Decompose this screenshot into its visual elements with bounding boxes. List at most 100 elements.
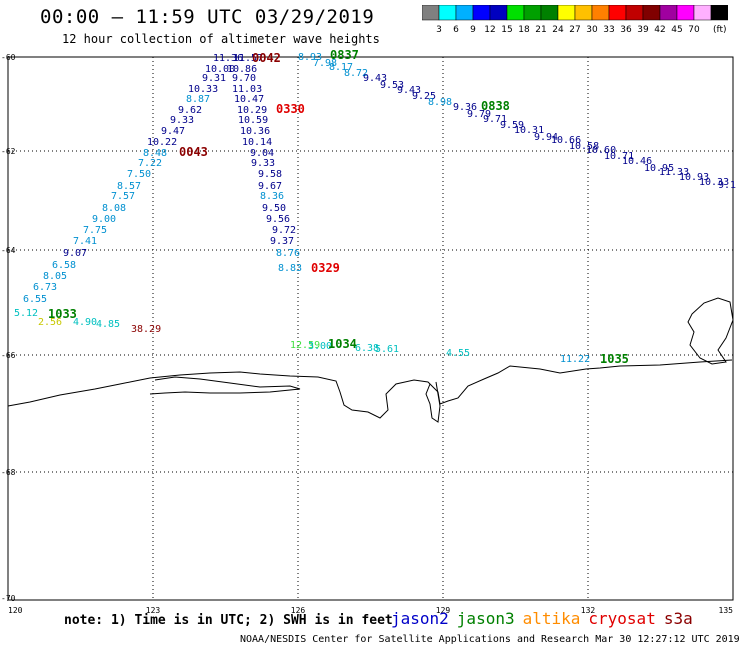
map-frame <box>7 56 734 601</box>
wave-height-label: 7.98 <box>313 58 337 69</box>
wave-height-label: 10.31 <box>514 125 544 136</box>
wave-height-label: 7.50 <box>127 169 151 180</box>
wave-height-label: 9.70 <box>232 73 256 84</box>
wave-height-label: 9.36 <box>453 102 477 113</box>
ice-shelf-edge <box>149 376 301 395</box>
colorbar-unit: (ft) <box>713 25 727 35</box>
wave-height-label: 9.79 <box>467 109 491 120</box>
colorbar-tick-label: 39 <box>637 25 649 35</box>
wave-height-label: 8.08 <box>102 203 126 214</box>
colorbar-tick-label: 6 <box>453 25 459 35</box>
colorbar-tick-label: 15 <box>501 25 512 35</box>
wave-height-label: 9.04 <box>250 148 274 159</box>
wave-height-label: 9.58 <box>258 169 282 180</box>
pass-time-label: 0330 <box>276 102 305 116</box>
legend-item-s3a: s3a <box>663 609 693 628</box>
wave-height-label: 10.93 <box>679 172 709 183</box>
wave-height-label: 9.56 <box>266 214 290 225</box>
colorbar-tick-label: 21 <box>535 25 546 35</box>
colorbar-tick-label: 3 <box>436 25 442 35</box>
coastline <box>7 359 733 419</box>
wave-height-label: 11.03 <box>232 84 262 95</box>
wave-height-label: 8.83 <box>278 263 302 274</box>
wave-height-label: 9.25 <box>412 91 436 102</box>
colorbar-tick-label: 27 <box>569 25 580 35</box>
colorbar-swatch <box>710 5 728 21</box>
wave-height-label: 10.59 <box>238 115 268 126</box>
lon-tick-label: 135 <box>719 606 734 615</box>
wave-height-label: 7.75 <box>83 225 107 236</box>
lon-tick-label: 120 <box>8 606 23 615</box>
wave-height-label: 9.62 <box>178 105 202 116</box>
wave-height-label: 10.71 <box>604 151 634 162</box>
lat-tick-label: -60 <box>1 53 16 62</box>
wave-height-label: 9.07 <box>63 248 87 259</box>
wave-height-label: 9.31 <box>202 73 226 84</box>
lat-tick-label: -64 <box>1 246 16 255</box>
coastline-inlet <box>425 381 441 423</box>
wave-height-label: 6.55 <box>23 294 47 305</box>
wave-height-label: 8.57 <box>117 181 141 192</box>
color-scale-bar: 3 6 9 12 15 18 21 24 27 30 33 36 39 42 45 70 (ft) <box>422 5 728 35</box>
pass-time-label: 1035 <box>600 352 629 366</box>
footer-credit: NOAA/NESDIS Center for Satellite Applica… <box>240 634 740 645</box>
wave-height-label: 9.33 <box>170 115 194 126</box>
lat-tick-label: -68 <box>1 468 16 477</box>
wave-height-label: 11.33 <box>659 167 689 178</box>
pass-time-label: 1034 <box>328 337 357 351</box>
colorbar-tick-label: 9 <box>470 25 476 35</box>
wave-height-label: 8.48 <box>143 148 167 159</box>
wave-height-label: 10.14 <box>242 137 272 148</box>
wave-height-label: 9.00 <box>92 214 116 225</box>
island-outline <box>687 297 734 365</box>
wave-height-label: 10.29 <box>237 105 267 116</box>
lon-tick-label: 123 <box>146 606 161 615</box>
wave-height-label: 3.00 <box>308 341 332 352</box>
wave-height-label: 7.41 <box>73 236 97 247</box>
wave-height-label: 7.57 <box>111 191 135 202</box>
wave-height-label: 10.86 <box>227 64 257 75</box>
wave-height-label: 6.38 <box>355 343 379 354</box>
wave-height-label: 9.33 <box>251 158 275 169</box>
wave-height-label: 9.47 <box>161 126 185 137</box>
lon-tick-label: 126 <box>291 606 306 615</box>
wave-height-label: 9.94 <box>534 132 558 143</box>
wave-height-label: 9.59 <box>500 120 524 131</box>
wave-height-label: 10.00 <box>205 64 235 75</box>
pass-time-label: 0837 <box>330 48 359 62</box>
wave-height-label: 38.29 <box>131 324 161 335</box>
wave-height-label: 9.50 <box>262 203 286 214</box>
map-subtitle: 12 hour collection of altimeter wave hei… <box>62 32 380 46</box>
wave-height-label: 9.71 <box>483 114 507 125</box>
wave-height-label: 6.58 <box>52 260 76 271</box>
colorbar-tick-label: 70 <box>688 25 700 35</box>
lon-tick-label: 129 <box>436 606 451 615</box>
lat-tick-label: -70 <box>1 594 16 603</box>
wave-height-label: 8.87 <box>186 94 210 105</box>
wave-height-label: 8.05 <box>43 271 67 282</box>
colorbar-tick-label: 42 <box>654 25 665 35</box>
wave-height-label: 8.72 <box>344 68 368 79</box>
wave-height-label: 9.37 <box>270 236 294 247</box>
lat-tick-label: -62 <box>1 147 16 156</box>
wave-height-label: 7.22 <box>138 158 162 169</box>
colorbar-tick-label: 45 <box>671 25 682 35</box>
wave-height-label: 10.95 <box>644 163 674 174</box>
colorbar-tick-label: 24 <box>552 25 564 35</box>
wave-height-label: 4.55 <box>446 348 470 359</box>
wave-height-label: 12.59 <box>290 340 320 351</box>
pass-time-label: 0042 <box>252 51 281 65</box>
wave-height-label: 11.22 <box>560 354 590 365</box>
wave-height-label: 10.33 <box>699 177 729 188</box>
colorbar-tick-label: 18 <box>518 25 530 35</box>
wave-height-label: 9.53 <box>380 80 404 91</box>
pass-time-label: 0329 <box>311 261 340 275</box>
wave-height-label: 2.56 <box>38 317 62 328</box>
lon-tick-label: 132 <box>581 606 596 615</box>
legend-item-altika: altika <box>522 609 581 628</box>
wave-height-label: 5.12 <box>14 308 38 319</box>
wave-height-label: 8.98 <box>428 97 452 108</box>
wave-height-label: 8.76 <box>276 248 300 259</box>
wave-height-label: 9.1 <box>718 180 736 191</box>
